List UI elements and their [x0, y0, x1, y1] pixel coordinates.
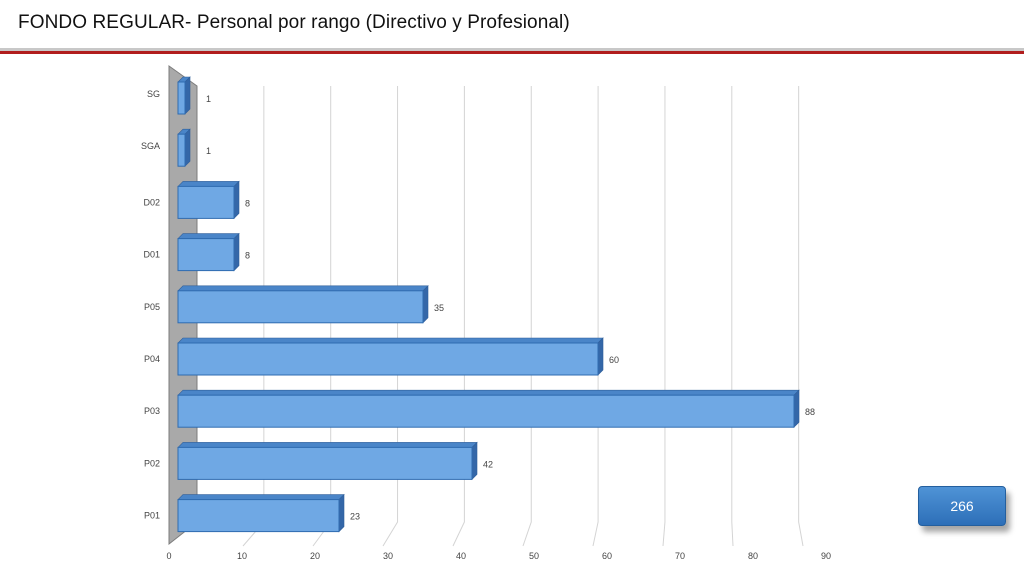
y-tick-label: P02: [144, 458, 160, 468]
x-tick-label: 80: [748, 551, 758, 561]
data-label: 42: [483, 459, 493, 469]
bars: [177, 76, 800, 533]
gridline: [662, 86, 666, 547]
data-label: 35: [434, 303, 444, 313]
title-divider: [0, 48, 1024, 51]
data-label: 23: [350, 512, 360, 522]
bar-front-face: [177, 185, 235, 219]
bar-front-face: [177, 133, 186, 167]
x-tick-label: 50: [529, 551, 539, 561]
total-badge: 266: [918, 486, 1006, 526]
data-label: 88: [805, 407, 815, 417]
gridline: [592, 86, 599, 547]
bar-p01: [177, 493, 345, 533]
x-tick-label: 40: [456, 551, 466, 561]
title-accent-rule: [0, 51, 1024, 54]
x-tick-label: 10: [237, 551, 247, 561]
bar-front-face: [177, 342, 599, 376]
labels: 0 10 20 30 40 50 60 70 80 90 SG 1 SGA 1 D02 8 D01 8 P05 35 P…: [141, 89, 831, 561]
bar-sg: [177, 76, 191, 115]
x-tick-label: 90: [821, 551, 831, 561]
bar-side-face: [597, 337, 604, 376]
bar-top-face: [177, 233, 240, 239]
bar-side-face: [422, 285, 429, 324]
y-tick-label: SG: [147, 89, 160, 99]
y-tick-label: P03: [144, 406, 160, 416]
data-label: 60: [609, 355, 619, 365]
bar-top-face: [177, 389, 800, 396]
bar-top-face: [177, 337, 604, 344]
bar-front-face: [177, 81, 186, 115]
x-tick-label: 60: [602, 551, 612, 561]
bar-p03: [177, 389, 800, 428]
bar-side-face: [338, 493, 345, 533]
bar-front-face: [177, 238, 235, 272]
bar-front-face: [177, 394, 795, 428]
x-tick-label: 70: [675, 551, 685, 561]
bar-front-face: [177, 290, 424, 324]
gridline: [382, 86, 399, 547]
bar-side-face: [184, 128, 191, 167]
y-tick-label: D01: [143, 250, 160, 260]
bar-side-face: [471, 441, 478, 481]
bar-p05: [177, 285, 429, 324]
x-tick-label: 30: [383, 551, 393, 561]
bar-side-face: [233, 180, 240, 220]
y-tick-label: P04: [144, 354, 160, 364]
y-tick-label: P01: [144, 511, 160, 521]
data-label: 8: [245, 198, 250, 208]
bar-top-face: [177, 494, 345, 500]
bar-front-face: [177, 499, 340, 533]
x-tick-label: 0: [166, 551, 171, 561]
gridline: [452, 86, 465, 547]
bar-side-face: [184, 76, 191, 115]
bar-side-face: [793, 389, 800, 428]
data-label: 1: [206, 146, 211, 156]
page-title: FONDO REGULAR- Personal por rango (Direc…: [18, 12, 570, 33]
bar-top-face: [177, 181, 240, 187]
data-label: 1: [206, 94, 211, 104]
bar-side-face: [233, 232, 240, 272]
bar-top-face: [177, 442, 478, 448]
bar-d02: [177, 180, 240, 220]
data-label: 8: [245, 251, 250, 261]
bar-p02: [177, 441, 478, 481]
gridlines: [242, 86, 804, 547]
bar-front-face: [177, 446, 473, 480]
bar-top-face: [177, 285, 429, 292]
bar-p04: [177, 337, 604, 376]
gridline: [522, 86, 532, 547]
y-tick-label: SGA: [141, 141, 160, 151]
gridline: [731, 86, 734, 547]
gridline: [798, 86, 804, 547]
y-tick-label: P05: [144, 302, 160, 312]
y-tick-label: D02: [143, 197, 160, 207]
bar-sga: [177, 128, 191, 167]
bar-d01: [177, 232, 240, 272]
x-tick-label: 20: [310, 551, 320, 561]
